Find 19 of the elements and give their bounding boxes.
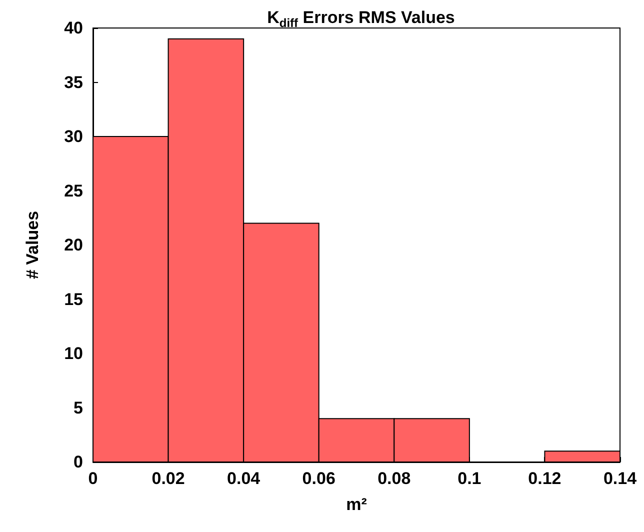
y-tick-label: 25	[64, 181, 83, 200]
x-tick-label: 0.08	[378, 469, 411, 488]
x-tick-label: 0.02	[152, 469, 185, 488]
y-tick-label: 15	[64, 290, 83, 309]
y-tick-label: 0	[74, 452, 83, 472]
y-axis-title: # Values	[23, 210, 42, 280]
x-tick-label: 0.12	[528, 469, 562, 488]
x-tick-label: 0	[88, 469, 98, 488]
y-tick-label: 20	[64, 236, 83, 254]
x-tick-label: 0.06	[302, 469, 336, 488]
y-tick-label: 40	[64, 18, 83, 38]
x-tick-label: 0.1	[458, 469, 482, 488]
x-tick-label: 0.14	[603, 469, 638, 488]
x-axis-title: m²	[346, 495, 368, 514]
y-tick-label: 35	[64, 72, 83, 92]
y-tick-label: 30	[64, 127, 83, 146]
y-tick-label: 10	[64, 344, 83, 363]
y-tick-label: 5	[74, 398, 83, 418]
x-tick-label: 0.04	[227, 469, 261, 488]
